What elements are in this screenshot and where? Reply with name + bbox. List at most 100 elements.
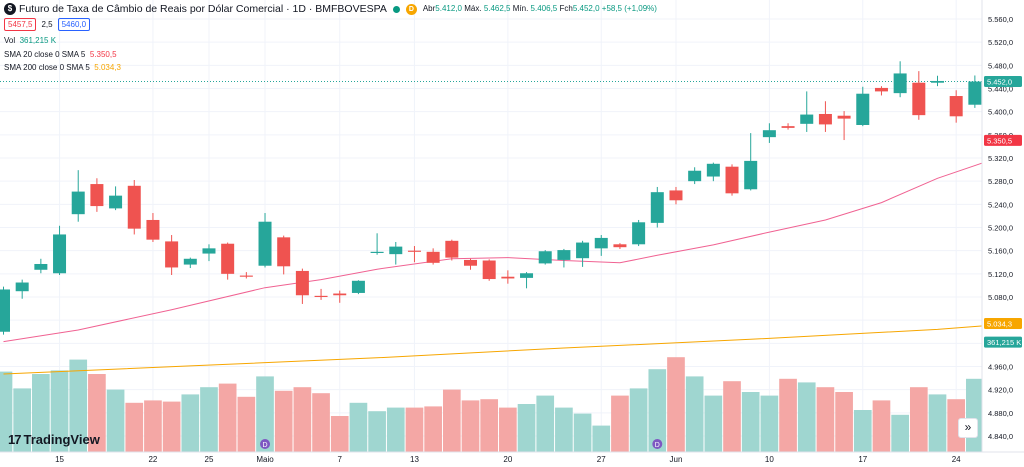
volume-bar <box>237 396 256 452</box>
price-axis-tick-label: 5.400,0 <box>988 108 1013 117</box>
candle-body <box>520 273 534 278</box>
event-marker-icon <box>652 439 663 449</box>
volume-bar <box>349 402 368 452</box>
time-axis-labels: 15 22 25 Maio 7 13 20 27 Jun 10 17 24 <box>55 455 961 464</box>
volume-bar <box>872 400 891 452</box>
volume-bar <box>480 399 499 452</box>
time-axis-tick-label: Jun <box>670 455 683 464</box>
candle-body <box>239 275 253 277</box>
symbol-title[interactable]: Futuro de Taxa de Câmbio de Reais por Dó… <box>19 3 387 15</box>
price-axis-tick-label: 5.160,0 <box>988 247 1013 256</box>
candle-body <box>389 246 403 255</box>
candle-body <box>15 282 29 292</box>
candle-body <box>445 240 459 258</box>
sma200-value: 5.034,3 <box>94 63 121 72</box>
volume-indicator-legend[interactable]: Vol 361,215 K <box>4 36 56 45</box>
volume-bar <box>909 387 928 452</box>
candle-body <box>725 166 739 194</box>
candle-body <box>557 250 571 260</box>
volume-bar <box>442 389 461 452</box>
volume-bar <box>891 414 909 452</box>
volume-bar <box>461 400 480 452</box>
chart-header: $ Futuro de Taxa de Câmbio de Reais por D… <box>4 2 657 17</box>
candle-body <box>688 170 702 182</box>
candle-body <box>800 114 814 124</box>
volume-bar <box>741 392 760 452</box>
price-tag-bg <box>984 336 1022 348</box>
volume-bar <box>611 395 629 452</box>
candle-body <box>183 258 197 265</box>
candle-body <box>351 280 365 293</box>
volume-bar <box>106 389 125 452</box>
volume-bar <box>779 378 797 452</box>
volume-bar <box>629 388 648 452</box>
candle-body <box>632 222 646 245</box>
buy-button[interactable]: 5460,0 <box>57 18 91 31</box>
candle-body <box>71 191 85 215</box>
volume-bar <box>218 383 237 452</box>
volume-bar <box>536 395 555 452</box>
symbol-logo-icon: $ <box>4 3 16 15</box>
sma200-line <box>3 323 1013 375</box>
time-axis-tick-label: 27 <box>597 455 606 464</box>
candle-body <box>482 260 496 280</box>
price-axis-tick-label: 5.120,0 <box>988 270 1013 279</box>
candle-body <box>221 243 235 274</box>
ohlc-low-value: 5.406,5 <box>530 4 558 13</box>
vol-label: Vol <box>4 36 16 45</box>
candle-body <box>127 185 141 229</box>
candle-body <box>818 113 832 125</box>
candle-body <box>762 130 776 138</box>
sma200-indicator-legend[interactable]: SMA 200 close 0 SMA 5 5.034,3 <box>4 63 121 72</box>
delayed-data-badge[interactable]: D <box>405 3 417 15</box>
vol-value: 361,215 K <box>19 36 57 45</box>
candle-body <box>426 251 440 263</box>
price-axis-tick-label: 4.840,0 <box>988 432 1013 441</box>
price-axis-tick-label: 5.440,0 <box>988 85 1013 94</box>
sma20-label: SMA 20 close 0 SMA 5 <box>4 50 86 59</box>
price-axis-tick-label: 5.320,0 <box>988 154 1013 163</box>
volume-bar <box>555 407 573 452</box>
volume-bar <box>966 378 984 452</box>
volume-bar <box>592 425 611 452</box>
scroll-to-realtime-button[interactable]: » <box>958 418 978 438</box>
volume-bar <box>853 410 872 452</box>
price-axis-tick-label: 4.960,0 <box>988 363 1013 372</box>
candle-body <box>501 276 515 279</box>
volume-bar <box>723 381 741 452</box>
candle-body <box>314 295 328 297</box>
sell-button[interactable]: 5457,5 <box>4 18 37 31</box>
volume-bar <box>144 400 162 452</box>
volume-bar <box>330 416 349 452</box>
candle-body <box>706 163 720 177</box>
sma20-indicator-legend[interactable]: SMA 20 close 0 SMA 5 5.350,5 <box>4 50 117 59</box>
candle-body <box>538 251 552 264</box>
price-axis-tick-label: 5.200,0 <box>988 224 1013 233</box>
price-axis-tick-label: 4.880,0 <box>988 409 1013 418</box>
ohlc-readout: Abr5.412,0 Máx. 5.462,5 Mín. 5.406,5 Fch… <box>423 4 657 13</box>
candle-body <box>146 219 160 240</box>
price-axis-tick-label: 5.560,0 <box>988 15 1013 24</box>
volume-bar <box>704 395 723 452</box>
tradingview-logo[interactable]: 17 TradingView <box>8 432 100 447</box>
candle-body <box>874 87 888 92</box>
price-axis-tick-label: 5.480,0 <box>988 61 1013 70</box>
volume-bars <box>0 357 984 452</box>
volume-bar <box>667 357 685 452</box>
candle-body <box>90 184 104 207</box>
candle-body <box>333 293 347 296</box>
volume-bar <box>0 371 13 452</box>
candle-body <box>258 221 272 266</box>
volume-bar <box>760 395 779 452</box>
candle-body <box>650 192 664 223</box>
price-tag-label: 5.350,5 <box>987 136 1012 145</box>
market-status-dot <box>392 5 400 13</box>
tradingview-name: TradingView <box>23 432 100 447</box>
price-axis-tick-label: 5.240,0 <box>988 200 1013 209</box>
candle-body <box>968 81 982 105</box>
volume-bar <box>50 370 69 452</box>
volume-bar <box>312 393 330 452</box>
trade-buttons: 5457,5 2,5 5460,0 <box>4 18 91 31</box>
volume-bar <box>293 387 312 452</box>
